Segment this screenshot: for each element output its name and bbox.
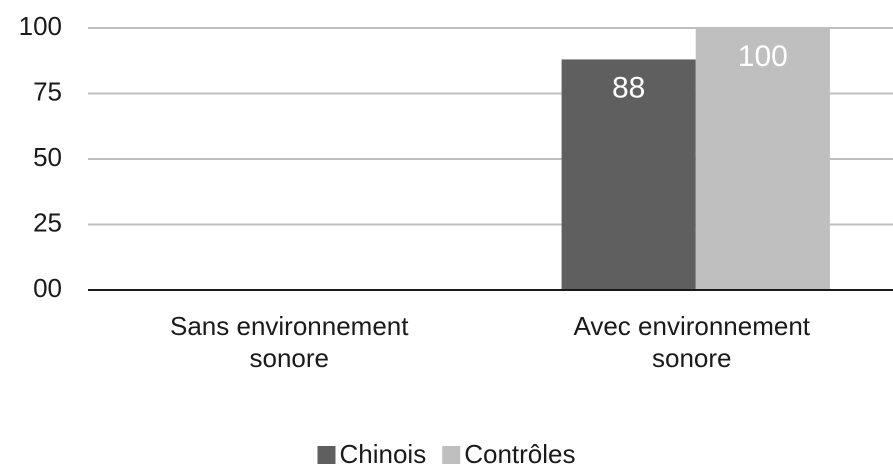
legend-swatch [317, 446, 336, 464]
x-tick-label: Avec environnement sonore [573, 311, 810, 373]
data-label: 88 [612, 71, 645, 104]
legend-label: Chinois [340, 439, 427, 469]
legend: Chinois Contrôles [317, 439, 576, 469]
legend-swatch [442, 446, 461, 464]
y-tick-label: 100 [19, 11, 62, 41]
data-label: 100 [738, 40, 788, 73]
y-tick-label: 00 [33, 273, 62, 303]
bar [695, 28, 830, 290]
y-tick-label: 25 [33, 207, 62, 237]
y-tick-label: 75 [33, 76, 62, 106]
legend-label: Contrôles [464, 439, 575, 469]
x-tick-label: Sans environnement sonore [170, 311, 409, 373]
y-tick-label: 50 [33, 142, 62, 172]
bar [561, 59, 696, 290]
